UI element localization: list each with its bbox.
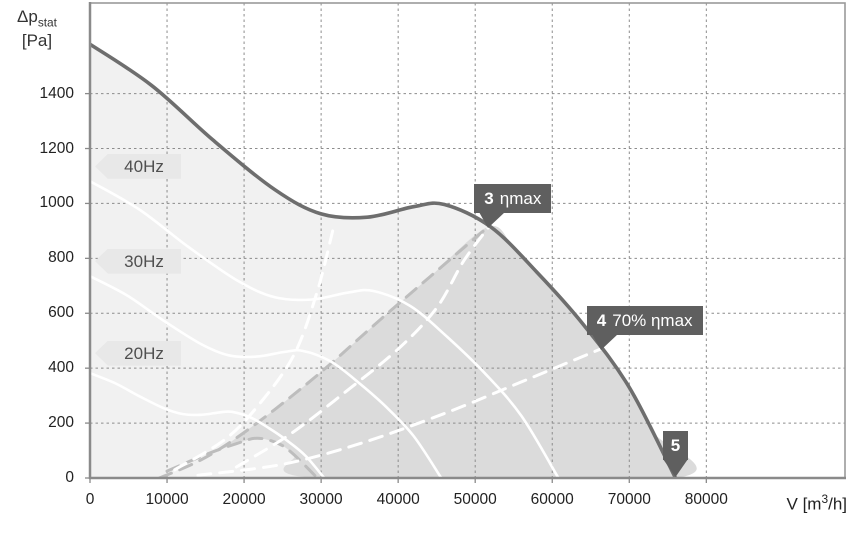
x-tick-label: 70000 [607,491,651,508]
x-tick-label: 50000 [453,491,497,508]
marker-5: 5 [663,431,688,477]
frequency-label-30hz: 30Hz [95,248,181,274]
marker-number: 3 [484,188,494,208]
zone-boundary-upper [157,225,490,478]
recommended-operating-zone [221,225,697,478]
marker-number: 4 [596,310,607,330]
y-axis-title: Δpstat [Pa] [17,7,57,51]
x-tick-label: 40000 [376,491,420,508]
y-tick-label: 400 [48,359,74,377]
y-tick-label: 0 [65,469,74,486]
efficiency-line-etamax [234,226,490,469]
curve-30hz [90,274,443,478]
frequency-label-40hz: 40Hz [95,153,181,179]
marker-label: ηmax [499,188,542,208]
marker-box: 4 70% ηmax [586,305,703,335]
x-tick-label: 60000 [530,491,574,508]
marker-label: 70% ηmax [612,310,693,330]
y-tick-label: 200 [48,414,74,432]
marker-number: 5 [670,436,681,455]
y-tick-label: 1000 [39,194,74,212]
x-tick-label: 30000 [299,491,343,508]
efficiency-line-left [173,229,335,472]
y-tick-label: 1200 [39,139,74,157]
y-tick-label: 800 [48,249,74,267]
x-tick-label: 0 [85,491,95,508]
curve-20hz [90,371,326,478]
x-tick-label: 10000 [145,491,189,508]
efficiency-line-70pct [196,347,603,477]
marker-3: 3 ηmax [474,183,552,228]
x-tick-label: 20000 [222,491,266,508]
frequency-label-20hz: 20Hz [95,340,181,366]
marker-pointer [663,459,688,477]
y-tick-label: 600 [48,304,74,322]
marker-pointer [591,333,618,350]
tick-marks [85,92,707,483]
marker-box: 3 ηmax [474,183,552,213]
zone-boundary-lower [165,436,319,478]
marker-4: 4 70% ηmax [586,305,703,350]
curve-40hz [90,179,560,478]
gridlines [90,3,845,478]
x-tick-label: 80000 [684,491,728,508]
x-axis-title: V [m3/h] [786,492,847,514]
marker-pointer [479,211,506,228]
marker-box: 5 [663,431,688,460]
y-tick-label: 1400 [39,84,74,102]
plot-area [90,3,845,478]
